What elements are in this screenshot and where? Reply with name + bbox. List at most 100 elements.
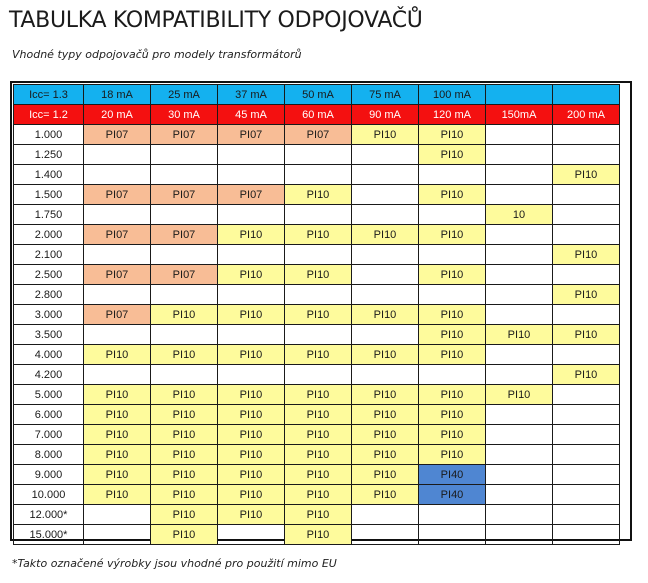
- transformer-model-cell: 2.500: [13, 264, 84, 285]
- transformer-model-cell: 2.800: [13, 284, 84, 305]
- compatibility-cell: PI10: [552, 164, 620, 185]
- transformer-model-cell: 12.000*: [13, 504, 84, 525]
- compatibility-cell: PI10: [552, 324, 620, 345]
- compatibility-cell: PI10: [552, 244, 620, 265]
- header-current-cell: 120 mA: [418, 104, 486, 125]
- compatibility-cell: PI10: [217, 464, 285, 485]
- compatibility-cell: [351, 284, 419, 305]
- compatibility-cell: [351, 364, 419, 385]
- table-row: 1.750 10: [13, 204, 620, 225]
- header-current-cell: 150mA: [485, 104, 553, 125]
- transformer-model-cell: 6.000: [13, 404, 84, 425]
- compatibility-cell: [552, 224, 620, 245]
- compatibility-cell: PI07: [150, 184, 218, 205]
- compatibility-cell: [83, 524, 151, 545]
- compatibility-cell: [485, 524, 553, 545]
- compatibility-cell: [485, 444, 553, 465]
- compatibility-cell: [485, 284, 553, 305]
- compatibility-cell: [552, 264, 620, 285]
- compatibility-cell: [83, 504, 151, 525]
- compatibility-cell: [418, 244, 486, 265]
- compatibility-cell: [217, 204, 285, 225]
- compatibility-cell: PI10: [284, 264, 352, 285]
- header-current-cell: 100 mA: [418, 84, 486, 105]
- header-current-cell: 25 mA: [150, 84, 218, 105]
- compatibility-cell: [83, 144, 151, 165]
- compatibility-cell: [284, 204, 352, 225]
- compatibility-cell: [83, 204, 151, 225]
- header-current-cell: 37 mA: [217, 84, 285, 105]
- compatibility-cell: PI10: [418, 324, 486, 345]
- compatibility-cell: PI10: [284, 444, 352, 465]
- compatibility-cell: PI10: [418, 404, 486, 425]
- compatibility-cell: PI10: [351, 384, 419, 405]
- transformer-model-cell: 2.000: [13, 224, 84, 245]
- compatibility-cell: 10: [485, 204, 553, 225]
- compatibility-cell: PI10: [418, 424, 486, 445]
- compatibility-cell: PI10: [351, 444, 419, 465]
- compatibility-cell: [351, 324, 419, 345]
- table-row: 8.000 PI10 PI10 PI10 PI10 PI10 PI10: [13, 444, 620, 465]
- compatibility-cell: [552, 124, 620, 145]
- table-row: 1.500 PI07 PI07 PI07 PI10 PI10: [13, 184, 620, 205]
- compatibility-cell: [552, 444, 620, 465]
- compatibility-cell: PI07: [217, 184, 285, 205]
- compatibility-cell: PI10: [150, 404, 218, 425]
- compatibility-cell: PI10: [351, 404, 419, 425]
- transformer-model-cell: 5.000: [13, 384, 84, 405]
- transformer-model-cell: 8.000: [13, 444, 84, 465]
- header-current-cell: 90 mA: [351, 104, 419, 125]
- compatibility-cell: [485, 244, 553, 265]
- compatibility-cell: PI10: [284, 464, 352, 485]
- table-row: 1.000 PI07 PI07 PI07 PI07 PI10 PI10: [13, 124, 620, 145]
- compatibility-cell: [150, 364, 218, 385]
- compatibility-cell: PI10: [217, 224, 285, 245]
- transformer-model-cell: 1.000: [13, 124, 84, 145]
- compatibility-cell: PI10: [150, 384, 218, 405]
- compatibility-cell: [485, 144, 553, 165]
- compatibility-cell: [284, 324, 352, 345]
- table-row: 2.500 PI07 PI07 PI10 PI10 PI10: [13, 264, 620, 285]
- compatibility-cell: PI10: [418, 144, 486, 165]
- compatibility-cell: [83, 324, 151, 345]
- compatibility-cell: PI10: [83, 384, 151, 405]
- compatibility-cell: PI10: [485, 384, 553, 405]
- compatibility-cell: PI10: [418, 344, 486, 365]
- header-current-cell: 75 mA: [351, 84, 419, 105]
- compatibility-cell: PI07: [83, 184, 151, 205]
- table-row: 1.400 PI10: [13, 164, 620, 185]
- compatibility-cell: [217, 144, 285, 165]
- table-row: 3.000 PI07 PI10 PI10 PI10 PI10 PI10: [13, 304, 620, 325]
- compatibility-cell: PI07: [150, 124, 218, 145]
- compatibility-cell: [351, 524, 419, 545]
- compatibility-cell: PI07: [83, 224, 151, 245]
- compatibility-cell: PI07: [83, 264, 151, 285]
- compatibility-cell: PI10: [284, 404, 352, 425]
- table-row: 10.000 PI10 PI10 PI10 PI10 PI10 PI40: [13, 484, 620, 505]
- header-current-cell: 20 mA: [83, 104, 151, 125]
- compatibility-cell: [552, 404, 620, 425]
- compatibility-cell: [284, 364, 352, 385]
- compatibility-cell: PI10: [284, 504, 352, 525]
- compatibility-cell: [351, 504, 419, 525]
- table-row: 12.000* PI10 PI10 PI10: [13, 504, 620, 525]
- page-subtitle: Vhodné typy odpojovačů pro modely transf…: [12, 48, 302, 61]
- compatibility-cell: PI10: [351, 304, 419, 325]
- compatibility-cell: [351, 144, 419, 165]
- table-row: 1.250 PI10: [13, 144, 620, 165]
- compatibility-cell: PI10: [284, 384, 352, 405]
- table-row: 7.000 PI10 PI10 PI10 PI10 PI10 PI10: [13, 424, 620, 445]
- compatibility-cell: PI10: [284, 224, 352, 245]
- table-row: 15.000* PI10 PI10: [13, 524, 620, 545]
- compatibility-cell: PI10: [83, 344, 151, 365]
- compatibility-cell: [83, 364, 151, 385]
- compatibility-cell: PI10: [351, 124, 419, 145]
- compatibility-cell: [552, 524, 620, 545]
- compatibility-cell: PI10: [217, 384, 285, 405]
- compatibility-cell: [217, 324, 285, 345]
- compatibility-cell: PI10: [284, 424, 352, 445]
- transformer-model-cell: 3.500: [13, 324, 84, 345]
- compatibility-cell: PI10: [284, 344, 352, 365]
- transformer-model-cell: 15.000*: [13, 524, 84, 545]
- compatibility-cell: PI10: [150, 444, 218, 465]
